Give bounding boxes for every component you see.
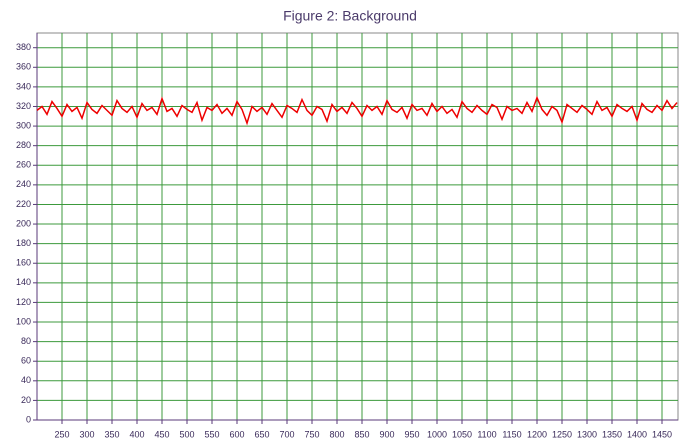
y-tick-label: 200 — [16, 218, 31, 228]
plot-area — [36, 32, 679, 421]
x-tick-label: 650 — [254, 429, 269, 439]
x-tick-label: 800 — [329, 429, 344, 439]
y-tick-label: 380 — [16, 42, 31, 52]
y-tick-label: 180 — [16, 238, 31, 248]
x-tick-label: 700 — [279, 429, 294, 439]
x-tick-label: 1350 — [602, 429, 622, 439]
y-tick-label: 320 — [16, 101, 31, 111]
x-tick-label: 300 — [79, 429, 94, 439]
chart-title: Figure 2: Background — [283, 8, 417, 24]
y-tick-label: 60 — [21, 356, 31, 366]
x-tick-label: 750 — [304, 429, 319, 439]
y-tick-label: 20 — [21, 395, 31, 405]
y-tick-label: 0 — [26, 414, 31, 424]
y-tick-label: 80 — [21, 336, 31, 346]
x-tick-label: 900 — [379, 429, 394, 439]
y-tick-label: 40 — [21, 375, 31, 385]
y-tick-label: 340 — [16, 81, 31, 91]
x-tick-label: 1450 — [652, 429, 672, 439]
y-tick-label: 140 — [16, 277, 31, 287]
x-tick-label: 1200 — [527, 429, 547, 439]
x-tick-label: 1150 — [502, 429, 521, 439]
x-tick-label: 1100 — [477, 429, 496, 439]
y-tick-label: 280 — [16, 140, 31, 150]
y-tick-label: 240 — [16, 179, 31, 189]
y-tick-label: 360 — [16, 62, 31, 72]
y-tick-label: 260 — [16, 160, 31, 170]
x-tick-label: 850 — [354, 429, 369, 439]
x-tick-label: 450 — [154, 429, 169, 439]
data-line — [36, 95, 678, 126]
x-tick-label: 1300 — [577, 429, 597, 439]
y-tick-label: 220 — [16, 199, 31, 209]
x-tick-label: 1000 — [427, 429, 447, 439]
x-tick-label: 350 — [104, 429, 119, 439]
x-tick-label: 500 — [179, 429, 194, 439]
x-tick-label: 400 — [129, 429, 144, 439]
x-tick-label: 250 — [54, 429, 69, 439]
x-tick-label: 1250 — [552, 429, 572, 439]
y-tick-label: 160 — [16, 258, 31, 268]
x-tick-label: 1400 — [627, 429, 647, 439]
y-tick-label: 100 — [16, 316, 31, 326]
x-tick-label: 950 — [404, 429, 419, 439]
y-tick-label: 300 — [16, 120, 31, 130]
x-tick-label: 550 — [204, 429, 219, 439]
x-tick-label: 600 — [229, 429, 244, 439]
x-tick-label: 1050 — [452, 429, 472, 439]
y-tick-label: 120 — [16, 297, 31, 307]
